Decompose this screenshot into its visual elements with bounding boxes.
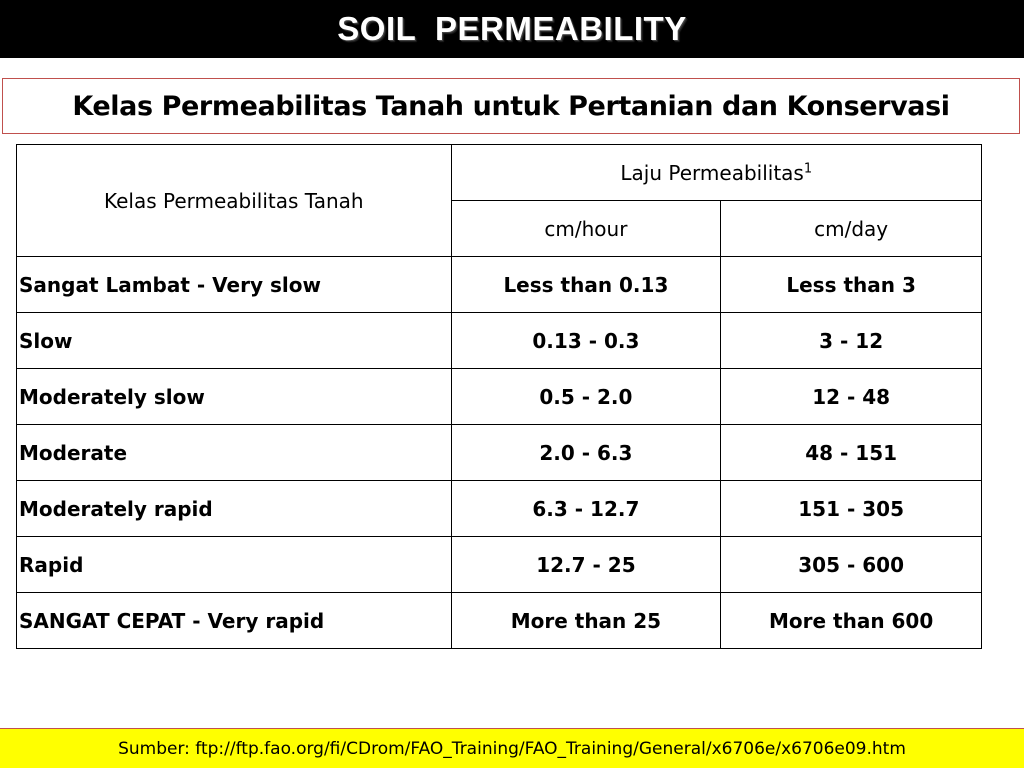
cell-cm-day: 305 - 600: [720, 536, 982, 593]
cell-cm-hour: 6.3 - 12.7: [450, 480, 722, 537]
subtitle-box: Kelas Permeabilitas Tanah untuk Pertania…: [2, 78, 1020, 134]
cell-cm-hour: Less than 0.13: [450, 256, 722, 313]
cell-cm-hour: 0.5 - 2.0: [450, 368, 722, 425]
table-row: Rapid 12.7 - 25 305 - 600: [16, 536, 982, 593]
cell-cm-hour: 0.13 - 0.3: [450, 312, 722, 369]
cell-cm-hour: 12.7 - 25: [450, 536, 722, 593]
cell-cm-hour: More than 25: [450, 592, 722, 649]
header-rate: Laju Permeabilitas1: [450, 144, 983, 201]
cell-cm-hour: 2.0 - 6.3: [450, 424, 722, 481]
cell-class: Moderate: [16, 424, 452, 481]
table-row: Moderately slow 0.5 - 2.0 12 - 48: [16, 368, 982, 425]
table-unit-row: cm/hour cm/day: [17, 200, 982, 257]
table-row: Moderate 2.0 - 6.3 48 - 151: [16, 424, 982, 481]
permeability-table: Kelas Permeabilitas Tanah Laju Permeabil…: [16, 144, 983, 649]
table-header-row: Kelas Permeabilitas Tanah Laju Permeabil…: [16, 144, 983, 257]
table-row: SANGAT CEPAT - Very rapid More than 25 Mor…: [16, 592, 982, 649]
source-bar: Sumber: ftp://ftp.fao.org/fi/CDrom/FAO_T…: [0, 728, 1024, 768]
cell-cm-day: 3 - 12: [720, 312, 982, 369]
cell-class: Rapid: [16, 536, 452, 593]
cell-class: Moderately rapid: [16, 480, 452, 537]
cell-cm-day: 12 - 48: [720, 368, 982, 425]
cell-cm-day: 151 - 305: [720, 480, 982, 537]
header-class: Kelas Permeabilitas Tanah: [16, 144, 452, 257]
cell-cm-day: 48 - 151: [720, 424, 982, 481]
cell-class: Moderately slow: [16, 368, 452, 425]
cell-class: Slow: [16, 312, 452, 369]
subtitle: Kelas Permeabilitas Tanah untuk Pertania…: [72, 90, 950, 122]
table-row: Slow 0.13 - 0.3 3 - 12: [16, 312, 982, 369]
page-title: SOIL PERMEABILITY: [337, 10, 687, 47]
cell-class: SANGAT CEPAT - Very rapid: [16, 592, 452, 649]
header-rate-label: Laju Permeabilitas: [620, 160, 804, 185]
header-unit-hour: cm/hour: [450, 200, 722, 257]
source-text: Sumber: ftp://ftp.fao.org/fi/CDrom/FAO_T…: [118, 738, 906, 759]
table-row: Moderately rapid 6.3 - 12.7 151 - 305: [16, 480, 982, 537]
cell-class: Sangat Lambat - Very slow: [16, 256, 452, 313]
header-unit-day: cm/day: [720, 200, 982, 257]
cell-cm-day: More than 600: [720, 592, 982, 649]
table-row: Sangat Lambat - Very slow Less than 0.13 L…: [16, 256, 982, 313]
title-bar: SOIL PERMEABILITY: [0, 0, 1024, 58]
header-rate-footnote: 1: [803, 160, 813, 176]
cell-cm-day: Less than 3: [720, 256, 982, 313]
